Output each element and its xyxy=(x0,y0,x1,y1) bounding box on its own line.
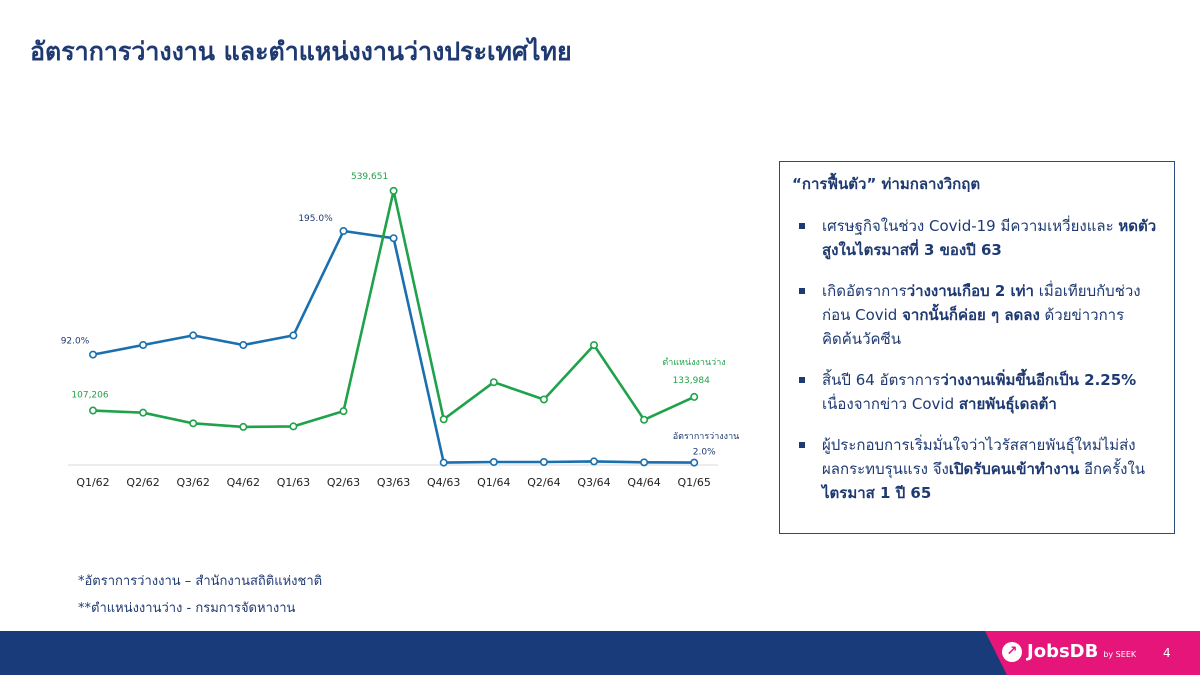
bullet-square-icon xyxy=(799,442,805,448)
footer-bar: ↗ JobsDB by SEEK 4 xyxy=(0,631,1200,675)
bullet-4-text-b: อีกครั้งใน xyxy=(1079,460,1146,478)
bullet-2-bold-b: จากนั้นก็ค่อย ๆ ลดลง xyxy=(902,306,1040,324)
data-point xyxy=(489,378,498,387)
data-point xyxy=(589,457,598,466)
x-tick-label: Q3/62 xyxy=(177,476,210,489)
data-point xyxy=(239,340,248,349)
page-title: อัตราการว่างงาน และตำแหน่งงานว่างประเทศไ… xyxy=(30,37,572,66)
bullet-3-bold-a: ว่างงานเพิ่มขึ้นอีกเป็น 2.25% xyxy=(940,371,1137,389)
bullet-square-icon xyxy=(799,377,805,383)
brand-sub: by SEEK xyxy=(1103,650,1137,659)
x-tick-label: Q4/63 xyxy=(427,476,460,489)
data-point xyxy=(690,458,699,467)
data-label: 2.0% xyxy=(693,448,716,458)
bullet-2-text-a: เกิดอัตราการ xyxy=(822,282,907,300)
data-label: 107,206 xyxy=(71,391,108,401)
x-tick-label: Q3/64 xyxy=(577,476,610,489)
bullet-4-bold-b: ไตรมาส 1 ปี 65 xyxy=(822,484,932,502)
data-point xyxy=(289,422,298,431)
footer-magenta-shape xyxy=(985,631,1200,675)
bullet-square-icon xyxy=(799,223,805,229)
x-tick-label: Q1/64 xyxy=(477,476,510,489)
bullet-3-bold-b: สายพันธุ์เดลต้า xyxy=(958,395,1057,413)
bullet-1: เศรษฐกิจในช่วง Covid-19 มีความเหวี่ยงและ… xyxy=(792,214,1160,262)
page-number: 4 xyxy=(1163,646,1171,660)
data-point xyxy=(339,227,348,236)
data-point xyxy=(239,422,248,431)
data-point xyxy=(489,457,498,466)
x-tick-label: Q2/64 xyxy=(527,476,560,489)
data-point xyxy=(439,458,448,467)
bullet-2: เกิดอัตราการว่างงานเกือบ 2 เท่า เมื่อเที… xyxy=(792,279,1160,351)
bullet-1-bold: หดตัวสูงในไตรมาสที่ 3 ของปี 63 xyxy=(822,217,1157,259)
data-point xyxy=(640,458,649,467)
data-point xyxy=(89,350,98,359)
data-point xyxy=(289,331,298,340)
data-point xyxy=(439,415,448,424)
data-label: 539,651 xyxy=(351,172,388,182)
x-tick-label: Q2/63 xyxy=(327,476,360,489)
series-line xyxy=(92,229,695,464)
data-point xyxy=(139,408,148,417)
bullet-4-bold-a: เปิดรับคนเข้าทำงาน xyxy=(948,460,1080,478)
data-point xyxy=(189,419,198,428)
insight-panel: “การฟื้นตัว” ท่ามกลางวิกฤต เศรษฐกิจในช่ว… xyxy=(779,161,1175,534)
bullet-square-icon xyxy=(799,288,805,294)
x-tick-label: Q1/63 xyxy=(277,476,310,489)
data-point xyxy=(640,415,649,424)
line-chart: Q1/62 Q2/62 Q3/62 Q4/62 Q1/63 Q2/63 Q3/63 Q4/63… xyxy=(61,172,740,489)
data-point xyxy=(189,331,198,340)
footnote-vacancy-source: **ตำแหน่งงานว่าง - กรมการจัดหางาน xyxy=(78,601,296,616)
bullet-1-text: เศรษฐกิจในช่วง Covid-19 มีความเหวี่ยงและ xyxy=(822,217,1119,235)
bullet-2-text-c: ด้วยข่าวการคิดค้นวัคซีน xyxy=(822,306,1125,348)
x-tick-label: Q1/65 xyxy=(678,476,711,489)
data-point xyxy=(539,395,548,404)
series-name-vacancies: ตำแหน่งงานว่าง xyxy=(662,357,725,368)
data-point xyxy=(690,392,699,401)
data-point xyxy=(389,186,398,195)
series-line xyxy=(92,189,695,429)
jobsdb-logo: ↗ JobsDB by SEEK xyxy=(1002,641,1136,662)
bullet-3: สิ้นปี 64 อัตราการว่างงานเพิ่มขึ้นอีกเป็… xyxy=(792,368,1160,416)
data-point xyxy=(139,340,148,349)
series-name-unemployment: อัตราการว่างงาน xyxy=(673,432,740,442)
brand-name: JobsDB xyxy=(1027,641,1099,662)
data-point xyxy=(539,457,548,466)
footnote-unemployment-source: *อัตราการว่างงาน – สำนักงานสถิติแห่งชาติ xyxy=(78,574,323,589)
data-label: 195.0% xyxy=(298,214,333,224)
x-tick-label: Q4/62 xyxy=(227,476,260,489)
x-tick-label: Q3/63 xyxy=(377,476,410,489)
bullet-2-text-b: เมื่อเทียบกับช่วงก่อน Covid xyxy=(822,282,1141,324)
jobsdb-logo-icon: ↗ xyxy=(1002,641,1022,662)
bullet-2-bold-a: ว่างงานเกือบ 2 เท่า xyxy=(906,282,1034,300)
bullet-3-text-a: สิ้นปี 64 อัตราการ xyxy=(822,371,941,389)
x-tick-label: Q1/62 xyxy=(76,476,109,489)
panel-title: “การฟื้นตัว” ท่ามกลางวิกฤต xyxy=(792,175,981,193)
data-label: 92.0% xyxy=(61,337,90,347)
data-point xyxy=(339,407,348,416)
data-point xyxy=(389,234,398,243)
bullet-4-text-a: ผู้ประกอบการเริ่มมั่นใจว่าไวรัสสายพันธุ์… xyxy=(822,436,1136,478)
x-tick-label: Q2/62 xyxy=(126,476,159,489)
data-point xyxy=(89,406,98,415)
x-tick-label: Q4/64 xyxy=(627,476,660,489)
data-point xyxy=(589,341,598,350)
bullet-4: ผู้ประกอบการเริ่มมั่นใจว่าไวรัสสายพันธุ์… xyxy=(792,433,1160,505)
data-label: 133,984 xyxy=(673,376,710,386)
bullet-3-text-b: เนื่องจากข่าว Covid xyxy=(822,395,959,413)
